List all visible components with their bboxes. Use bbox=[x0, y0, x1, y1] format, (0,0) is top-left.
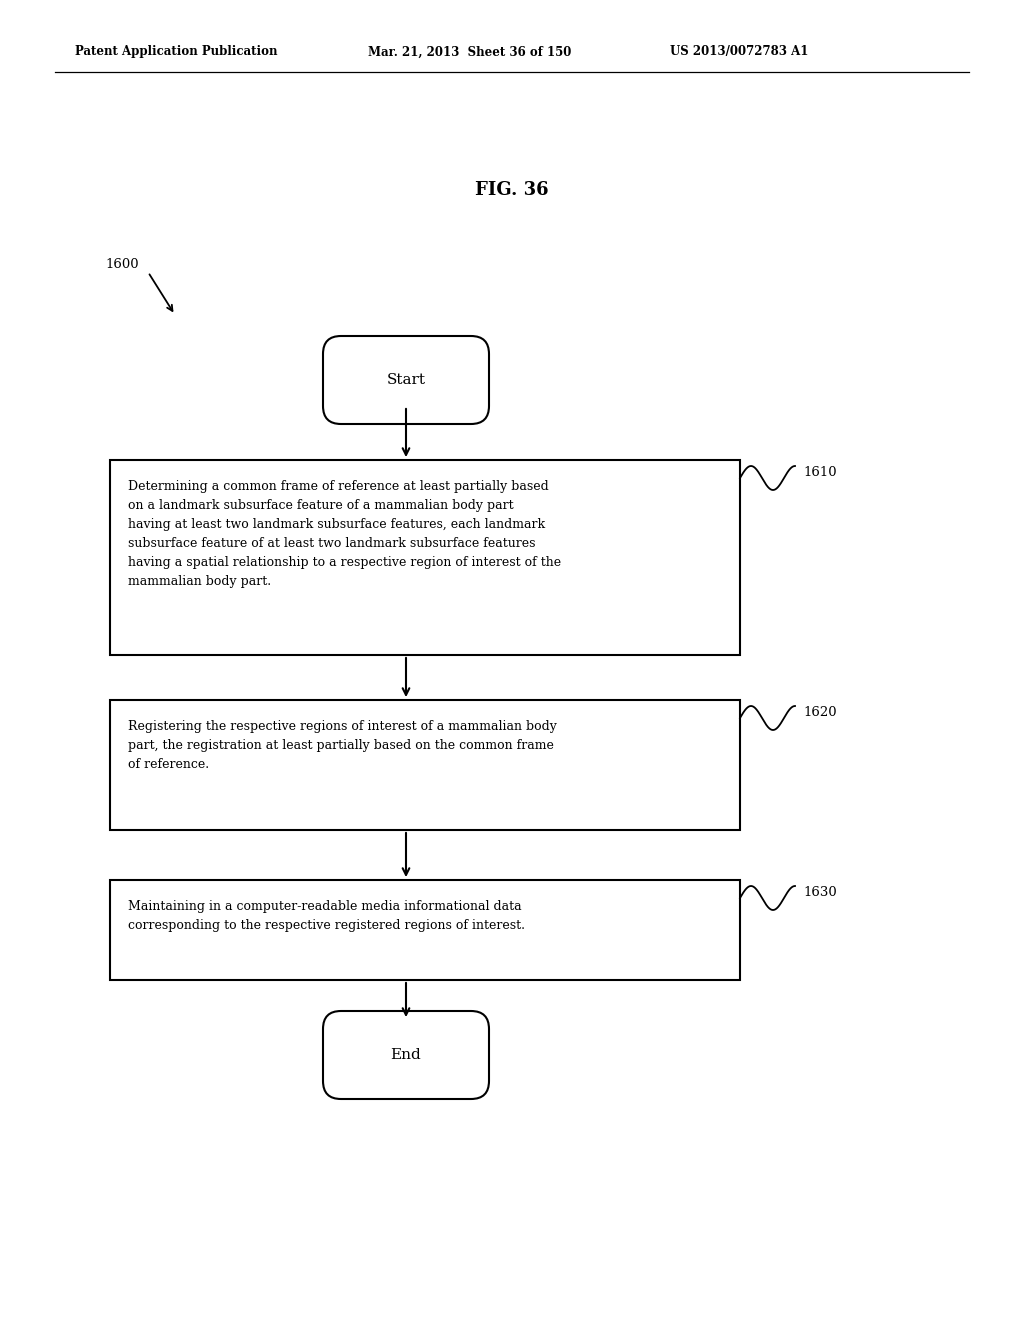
Text: Registering the respective regions of interest of a mammalian body
part, the reg: Registering the respective regions of in… bbox=[128, 719, 557, 771]
Text: 1610: 1610 bbox=[803, 466, 837, 479]
Text: Patent Application Publication: Patent Application Publication bbox=[75, 45, 278, 58]
Bar bbox=[110, 700, 740, 830]
Text: End: End bbox=[390, 1048, 421, 1063]
Text: Start: Start bbox=[386, 374, 426, 387]
Text: Mar. 21, 2013  Sheet 36 of 150: Mar. 21, 2013 Sheet 36 of 150 bbox=[368, 45, 571, 58]
Text: Maintaining in a computer-readable media informational data
corresponding to the: Maintaining in a computer-readable media… bbox=[128, 900, 525, 932]
Bar bbox=[110, 880, 740, 979]
FancyBboxPatch shape bbox=[323, 1011, 489, 1100]
Text: 1630: 1630 bbox=[803, 887, 837, 899]
Text: Determining a common frame of reference at least partially based
on a landmark s: Determining a common frame of reference … bbox=[128, 480, 561, 587]
Text: 1600: 1600 bbox=[105, 259, 138, 272]
Text: US 2013/0072783 A1: US 2013/0072783 A1 bbox=[670, 45, 808, 58]
Text: 1620: 1620 bbox=[803, 706, 837, 719]
Bar bbox=[110, 459, 740, 655]
Text: FIG. 36: FIG. 36 bbox=[475, 181, 549, 199]
FancyBboxPatch shape bbox=[323, 337, 489, 424]
